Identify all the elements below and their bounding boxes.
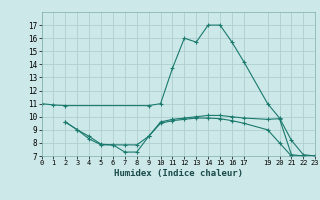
X-axis label: Humidex (Indice chaleur): Humidex (Indice chaleur): [114, 169, 243, 178]
